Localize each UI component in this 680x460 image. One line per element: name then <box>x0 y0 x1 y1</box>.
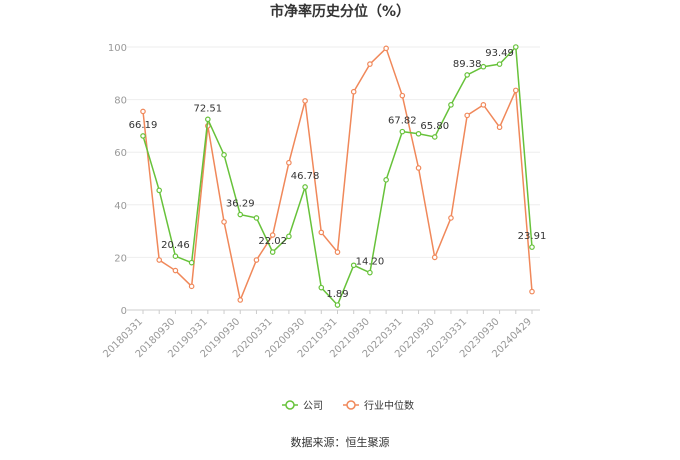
chart-title: 市净率历史分位（%） <box>270 3 410 20</box>
data-point <box>529 244 535 250</box>
data-label: 46.78 <box>291 171 320 182</box>
data-label: 66.19 <box>129 120 158 131</box>
y-tick-label: 40 <box>114 201 127 212</box>
data-point <box>480 102 487 108</box>
legend-label: 公司 <box>303 401 323 412</box>
data-point <box>480 63 487 70</box>
data-point <box>269 232 276 238</box>
legend-marker <box>285 400 295 410</box>
data-label: 22.02 <box>258 236 287 247</box>
legend[interactable]: 公司 行业中位数 <box>282 399 414 412</box>
data-point <box>205 116 211 123</box>
data-point <box>334 249 341 255</box>
data-point <box>221 152 227 158</box>
data-point <box>431 254 438 261</box>
data-point <box>286 233 292 240</box>
data-point <box>221 219 227 225</box>
y-tick-label: 100 <box>108 43 127 54</box>
data-point <box>302 98 308 104</box>
data-point <box>415 165 422 171</box>
x-axis: 2018033120180930201903312019093020200331… <box>101 310 534 360</box>
data-point <box>350 262 357 269</box>
data-point <box>253 257 260 263</box>
data-point <box>188 283 195 290</box>
y-tick-label: 60 <box>114 148 127 159</box>
data-point <box>156 187 163 194</box>
series-line <box>142 45 533 307</box>
data-point <box>237 297 244 303</box>
data-label: 67.82 <box>388 116 417 127</box>
data-point <box>334 302 341 308</box>
grid <box>127 46 540 311</box>
data-label: 36.29 <box>226 199 255 210</box>
data-label: 14.20 <box>356 257 385 268</box>
data-point <box>496 124 503 131</box>
data-point <box>269 249 276 255</box>
data-point <box>529 288 535 295</box>
data-point <box>318 284 325 291</box>
data-point <box>172 253 179 259</box>
data-point <box>286 159 292 166</box>
data-label: 72.51 <box>194 103 223 114</box>
data-label: 93.49 <box>485 48 514 59</box>
data-point <box>415 130 422 137</box>
y-tick-label: 80 <box>114 96 127 107</box>
legend-marker <box>346 400 356 410</box>
y-axis: 0 20 40 60 80 100 <box>108 43 127 317</box>
data-point <box>399 128 406 135</box>
data-point <box>464 112 470 119</box>
legend-label: 行业中位数 <box>364 399 414 412</box>
data-label: 65.80 <box>420 121 449 132</box>
source-note: 数据来源：恒生聚源 <box>291 435 390 449</box>
data-point <box>512 44 519 50</box>
data-label: 20.46 <box>161 240 190 251</box>
data-point <box>253 215 260 221</box>
data-point <box>448 102 454 108</box>
data-point <box>172 267 179 274</box>
data-point <box>464 72 470 78</box>
data-point <box>140 108 146 115</box>
data-point <box>350 88 357 95</box>
y-tick-label: 0 <box>121 306 127 317</box>
data-point <box>237 211 244 218</box>
data-point <box>302 184 308 190</box>
data-point <box>367 269 373 276</box>
data-point <box>188 259 195 266</box>
data-label: 1.89 <box>326 289 348 300</box>
data-point <box>496 61 503 67</box>
data-point <box>140 133 146 139</box>
y-tick-label: 20 <box>114 253 127 264</box>
data-point <box>383 177 389 183</box>
data-point <box>156 257 163 263</box>
data-point <box>448 215 454 221</box>
data-label: 89.38 <box>453 59 482 70</box>
data-point <box>512 87 519 94</box>
data-labels: 66.19 20.46 72.51 36.29 22.02 46.78 1.89 14.20 6… <box>129 48 547 300</box>
data-point <box>367 61 373 67</box>
series-layer <box>140 44 535 308</box>
data-point <box>431 134 438 140</box>
data-point <box>399 92 406 99</box>
data-label: 23.91 <box>518 231 547 242</box>
data-point <box>318 229 325 236</box>
data-point <box>383 45 389 52</box>
